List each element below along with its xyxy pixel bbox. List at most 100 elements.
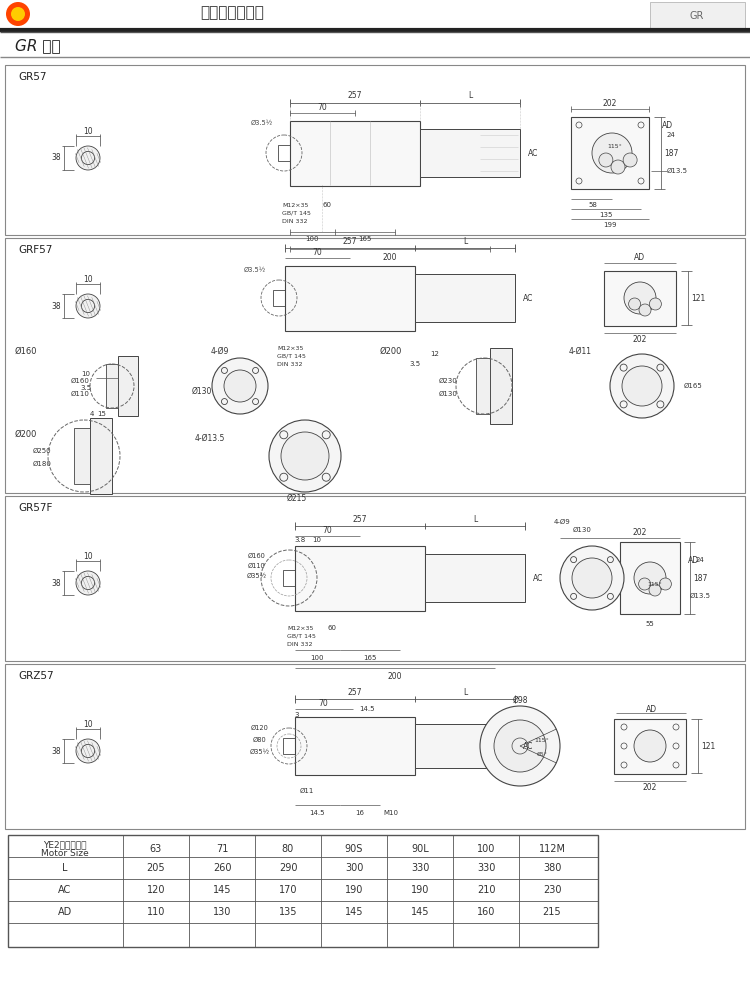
Text: 70: 70 [318, 699, 328, 707]
Circle shape [212, 358, 268, 414]
Bar [90, 418, 112, 494]
Text: 63: 63 [150, 845, 162, 855]
Circle shape [11, 7, 25, 21]
Text: 10: 10 [83, 126, 93, 135]
Bar [420, 129, 520, 177]
Circle shape [6, 2, 30, 26]
Circle shape [649, 584, 661, 596]
Text: GB/T 145: GB/T 145 [287, 633, 316, 638]
Text: 38: 38 [51, 747, 61, 756]
Text: 187: 187 [693, 573, 707, 583]
Text: 330: 330 [411, 863, 429, 873]
Text: 160: 160 [477, 907, 495, 917]
Circle shape [610, 354, 674, 418]
Circle shape [638, 578, 650, 590]
Circle shape [634, 562, 666, 594]
Text: Ø215: Ø215 [286, 493, 308, 503]
Bar [74, 428, 90, 484]
Text: 190: 190 [345, 885, 363, 895]
Text: Ø160: Ø160 [70, 378, 89, 384]
Text: AD: AD [662, 121, 673, 129]
Bar [295, 717, 415, 775]
Text: 257: 257 [348, 92, 362, 101]
Circle shape [76, 739, 100, 763]
Text: 165: 165 [358, 236, 372, 242]
Circle shape [611, 160, 625, 174]
Text: M10: M10 [383, 810, 398, 816]
Text: 202: 202 [603, 99, 617, 108]
Bar [614, 719, 686, 774]
Circle shape [76, 571, 100, 595]
Bar [620, 542, 680, 614]
Text: L: L [463, 236, 467, 245]
Text: 200: 200 [388, 672, 402, 681]
Text: 80: 80 [282, 845, 294, 855]
Text: 12: 12 [430, 351, 439, 357]
Text: Ø130: Ø130 [439, 391, 458, 397]
Text: Ø160: Ø160 [15, 347, 38, 356]
Bar [290, 121, 420, 186]
Text: 3.5: 3.5 [410, 361, 421, 367]
Text: 230: 230 [543, 885, 561, 895]
Text: AC: AC [523, 742, 533, 751]
Text: 190: 190 [411, 885, 429, 895]
Circle shape [494, 720, 546, 772]
Text: 4-Ø13.5: 4-Ø13.5 [195, 434, 225, 443]
Circle shape [659, 578, 671, 590]
Text: M12×35: M12×35 [277, 346, 303, 351]
Text: 唯玛特械速电机: 唯玛特械速电机 [200, 6, 264, 21]
Bar [278, 145, 290, 161]
Text: AC: AC [523, 293, 533, 302]
Text: AD: AD [58, 907, 72, 917]
Text: 14.5: 14.5 [359, 706, 375, 712]
Text: L: L [468, 92, 472, 101]
Text: 121: 121 [691, 293, 705, 302]
Text: 112M: 112M [538, 845, 566, 855]
Text: AC: AC [528, 148, 538, 157]
Text: 70: 70 [317, 103, 327, 112]
Text: 121: 121 [700, 742, 715, 751]
Text: YE2电机机座号: YE2电机机座号 [44, 841, 87, 850]
Text: 16: 16 [356, 810, 364, 816]
Text: Ø200: Ø200 [380, 347, 402, 356]
Text: 135: 135 [599, 212, 613, 218]
Circle shape [623, 153, 637, 167]
Text: Motor Size: Motor Size [41, 850, 88, 859]
Text: 24: 24 [696, 557, 704, 563]
Text: 65°: 65° [536, 752, 548, 757]
Text: 3: 3 [295, 712, 299, 718]
Circle shape [624, 282, 656, 314]
Text: Ø180: Ø180 [32, 461, 52, 467]
Text: Ø80: Ø80 [253, 737, 267, 743]
Text: 10: 10 [83, 275, 93, 284]
Text: 215: 215 [543, 907, 561, 917]
Text: 115°: 115° [608, 144, 622, 149]
Text: 90L: 90L [411, 845, 429, 855]
Text: Ø165: Ø165 [684, 383, 703, 389]
Bar [285, 266, 415, 331]
Text: Ø250: Ø250 [33, 448, 51, 454]
Circle shape [560, 546, 624, 610]
Text: AD: AD [634, 253, 646, 262]
Text: 257: 257 [352, 515, 368, 524]
Bar [283, 738, 295, 754]
Text: 145: 145 [213, 885, 231, 895]
Text: 210: 210 [477, 885, 495, 895]
Text: 70: 70 [312, 248, 322, 257]
Bar [5, 65, 745, 235]
Text: 202: 202 [643, 782, 657, 791]
Bar [8, 835, 598, 947]
Text: Ø230: Ø230 [439, 378, 458, 384]
Text: 4-Ø9: 4-Ø9 [554, 519, 570, 525]
Text: GR57: GR57 [18, 72, 46, 82]
Text: 260: 260 [213, 863, 231, 873]
Text: 115°: 115° [535, 737, 549, 743]
Text: Ø120: Ø120 [251, 725, 269, 731]
Text: 170: 170 [279, 885, 297, 895]
Text: M12×35: M12×35 [287, 625, 314, 630]
Text: Ø110: Ø110 [70, 391, 89, 397]
Text: 115°: 115° [647, 582, 662, 587]
Bar [5, 664, 745, 829]
Text: 4-Ø11: 4-Ø11 [568, 347, 592, 356]
Text: Ø13.5: Ø13.5 [667, 168, 688, 174]
